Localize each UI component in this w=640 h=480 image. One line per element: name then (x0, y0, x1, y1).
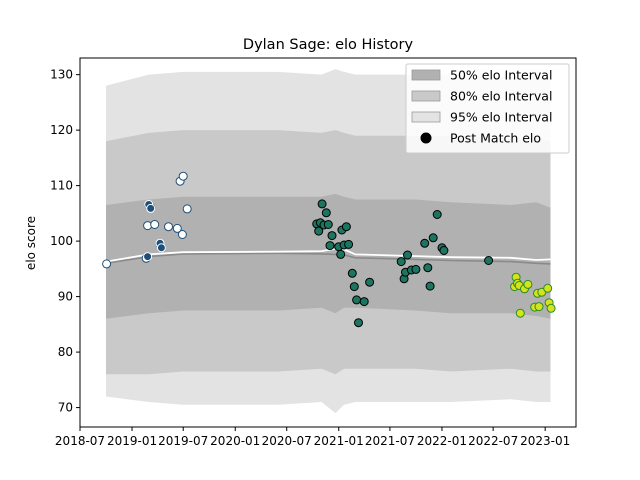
x-tick-label: 2021-01 (314, 434, 364, 448)
elo-point (164, 222, 173, 232)
elo-point (546, 303, 556, 313)
elo-point (341, 222, 351, 232)
elo-point (344, 239, 354, 249)
elo-point (323, 220, 333, 229)
elo-point (428, 233, 438, 243)
plot-frame (79, 57, 577, 428)
legend-marker (420, 132, 432, 144)
chart-title: Dylan Sage: elo History (243, 37, 414, 53)
y-axis-label: elo score (24, 216, 38, 270)
x-tick-label: 2019-07 (158, 434, 208, 448)
legend-swatch (411, 90, 441, 102)
x-tick-label: 2018-07 (55, 434, 105, 448)
elo-point (534, 302, 544, 312)
elo-point (354, 318, 363, 328)
elo-point (146, 203, 156, 213)
legend: 50% elo Interval 80% elo Interval 95% elo … (405, 63, 570, 154)
legend-swatch (411, 111, 441, 123)
legend-box (405, 63, 570, 154)
elo-point (432, 210, 442, 219)
y-tick-label: 130 (50, 68, 73, 82)
x-tick-label: 2022-01 (417, 434, 467, 448)
elo-point (543, 283, 553, 293)
x-tick-label: 2023-01 (520, 434, 570, 448)
elo-point (425, 281, 435, 291)
legend-swatch (411, 69, 441, 81)
x-tick-label: 2019-01 (107, 434, 157, 448)
x-axis: 2018-07 2019-01 2019-07 2020-01 2020-07 2021-… (55, 427, 570, 448)
elo-point (352, 295, 362, 305)
post-match-points (102, 171, 556, 328)
elo-point (359, 297, 369, 307)
elo-point (178, 171, 188, 181)
elo-point (317, 199, 327, 209)
elo-point (523, 279, 533, 289)
elo-point (423, 263, 433, 273)
x-tick-label: 2022-07 (468, 434, 518, 448)
y-axis: 70 80 90 100 110 120 130 (50, 68, 80, 415)
elo-point (484, 256, 494, 265)
elo-point (365, 277, 375, 287)
elo-point (102, 259, 112, 269)
elo-point (150, 220, 160, 229)
y-tick-label: 120 (50, 123, 73, 137)
elo-point (325, 241, 335, 251)
y-tick-label: 70 (58, 401, 73, 415)
x-tick-label: 2020-07 (262, 434, 312, 448)
elo-point (411, 264, 421, 274)
elo-point (327, 231, 337, 241)
band-50 (106, 193, 551, 319)
elo-point (420, 238, 430, 248)
elo-point (321, 208, 331, 218)
elo-point (403, 250, 412, 260)
x-tick-label: 2020-01 (210, 434, 260, 448)
elo-point (177, 230, 187, 239)
elo-point (314, 226, 324, 236)
elo-point (336, 249, 346, 259)
y-tick-label: 110 (50, 179, 73, 193)
elo-point (515, 308, 525, 318)
x-tick-label: 2021-07 (365, 434, 415, 448)
legend-label: 50% elo Interval (450, 68, 552, 83)
elo-point (182, 204, 192, 214)
legend-label: 80% elo Interval (450, 89, 552, 104)
elo-point (143, 252, 153, 262)
elo-point (156, 243, 166, 253)
y-tick-label: 80 (58, 345, 73, 359)
elo-point (349, 282, 359, 292)
legend-label: 95% elo Interval (450, 110, 552, 125)
elo-point (347, 268, 357, 278)
y-tick-label: 90 (58, 290, 73, 304)
elo-point (396, 257, 406, 267)
elo-point (439, 246, 449, 255)
elo-point (172, 223, 182, 233)
interval-bands (106, 69, 551, 414)
legend-label: Post Match elo (450, 131, 541, 146)
y-tick-label: 100 (50, 234, 73, 248)
